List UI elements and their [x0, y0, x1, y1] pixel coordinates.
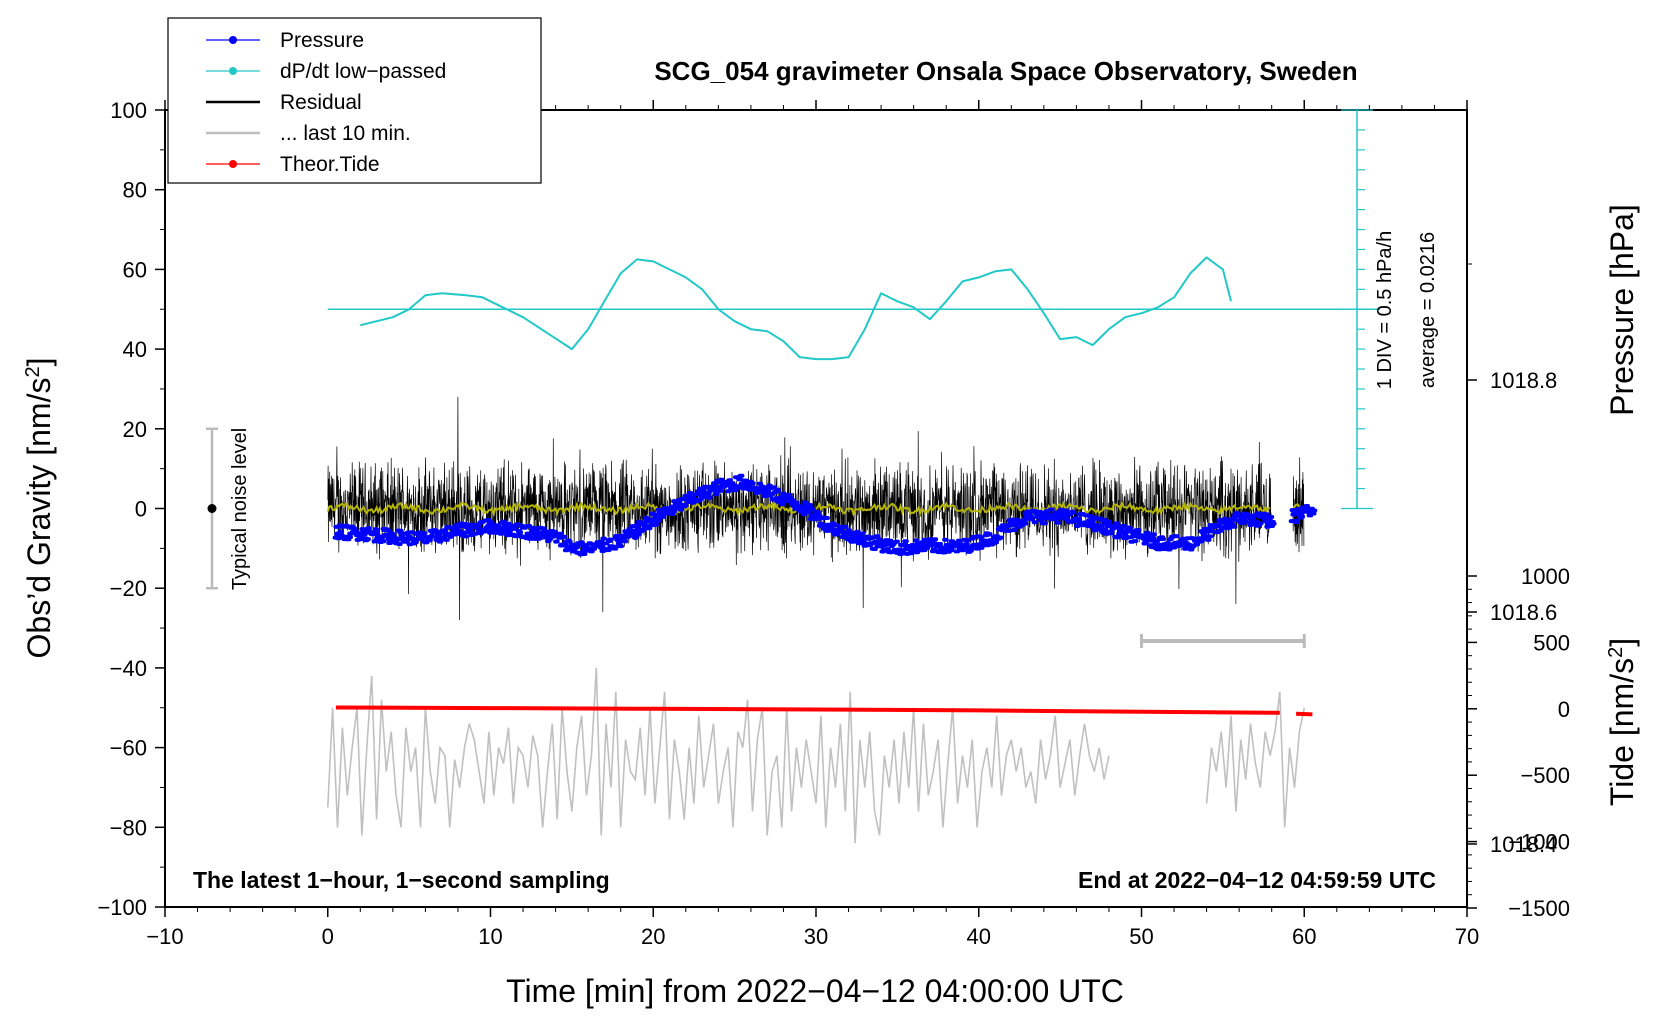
x-tick-label: 50 [1129, 924, 1153, 949]
y-tick-label: −100 [97, 895, 147, 920]
legend-label: Residual [280, 91, 362, 114]
series-last-10-min-continued [1205, 691, 1306, 828]
legend-label: Theor.Tide [280, 153, 380, 176]
tide-tick-label: 500 [1533, 630, 1570, 655]
pressure-tick-label: 1018.6 [1490, 600, 1557, 625]
x-tick-label: 30 [804, 924, 828, 949]
annotation-end-time: End at 2022−04−12 04:59:59 UTC [1078, 867, 1436, 893]
chart-title: SCG_054 gravimeter Onsala Space Observat… [654, 56, 1357, 86]
legend-box [167, 17, 542, 184]
y-tick-label: 60 [123, 257, 147, 282]
legend-label: dP/dt low−passed [280, 60, 446, 83]
legend-label: ... last 10 min. [280, 122, 411, 145]
legend-label: Pressure [280, 29, 364, 52]
x-tick-label: 40 [967, 924, 991, 949]
x-tick-label: 0 [322, 924, 334, 949]
series-layer [206, 109, 1380, 844]
legend: Pressure dP/dt low−passed Residual ... last… [167, 17, 542, 184]
y-tick-label: 100 [110, 98, 147, 123]
y-axis-title-pressure: Pressure [hPa] [1604, 204, 1640, 416]
legend-marker [229, 67, 237, 75]
series-last-10-min [327, 667, 1110, 844]
y-tick-label: −80 [110, 815, 147, 840]
pressure-tick-label: 1018.8 [1490, 368, 1557, 393]
tide-tick-label: −500 [1520, 763, 1570, 788]
y-axis-title-tide: Tide [nm/s2] [1604, 638, 1640, 806]
x-tick-label: 70 [1455, 924, 1479, 949]
y-tick-label: −20 [110, 576, 147, 601]
y-tick-label: 80 [123, 178, 147, 203]
y-tick-label: 0 [135, 497, 147, 522]
dpdt-scale-label: 1 DIV = 0.5 hPa/h [1374, 231, 1396, 389]
axes-layer: −10 0 10 20 30 40 50 60 70100806040200−20−40−60−… [97, 98, 1570, 949]
series-pressure [332, 473, 1318, 557]
x-tick-label: 20 [641, 924, 665, 949]
tide-tick-label: −1500 [1508, 896, 1570, 921]
legend-marker [229, 160, 237, 168]
tide-tick-label: −1000 [1508, 830, 1570, 855]
dpdt-average-label: average = 0.0216 [1417, 232, 1439, 388]
x-axis-title: Time [min] from 2022−04−12 04:00:00 UTC [506, 973, 1124, 1009]
series-theoretical-tide-end [1296, 711, 1313, 717]
tide-tick-label: 1000 [1521, 564, 1570, 589]
x-tick-label: −10 [146, 924, 183, 949]
y-tick-label: −40 [110, 656, 147, 681]
y-tick-label: 40 [123, 337, 147, 362]
legend-marker [229, 36, 237, 44]
noise-level-label: Typical noise level [229, 428, 251, 590]
series-theoretical-tide [335, 705, 1280, 715]
x-tick-label: 60 [1292, 924, 1316, 949]
y-axis-title-left: Obs’d Gravity [nm/s2] [21, 358, 57, 659]
series-dpdt [360, 256, 1232, 361]
annotation-sampling: The latest 1−hour, 1−second sampling [193, 867, 610, 893]
y-tick-label: −60 [110, 736, 147, 761]
y-tick-label: 20 [123, 417, 147, 442]
tide-tick-label: 0 [1558, 697, 1570, 722]
x-tick-label: 10 [478, 924, 502, 949]
noise-bar-center-dot [207, 504, 217, 513]
pressure-tick-label: 1018.4 [1490, 832, 1557, 857]
